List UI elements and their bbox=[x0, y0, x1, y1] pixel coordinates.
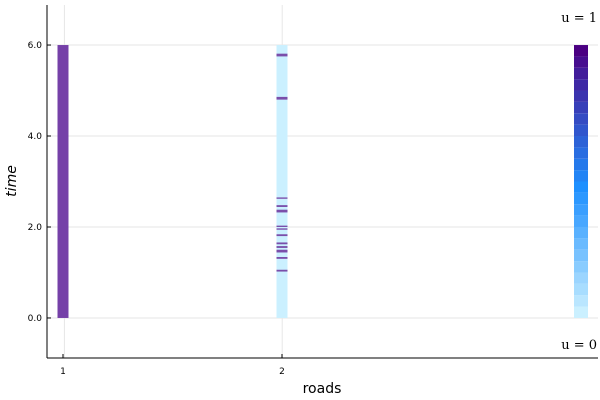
heatmap-cell-road-2 bbox=[276, 197, 288, 199]
heatmap-cell-road-3 bbox=[574, 147, 588, 159]
heatmap-cell-road-2 bbox=[276, 225, 288, 227]
y-tick-label: 2.0 bbox=[28, 223, 43, 233]
x-tick-label: 1 bbox=[60, 367, 66, 377]
grid bbox=[47, 5, 598, 358]
heatmap-cell-road-3 bbox=[574, 306, 588, 318]
heatmap-cell-road-3 bbox=[574, 113, 588, 125]
heatmap-cell-road-2 bbox=[276, 257, 288, 259]
heatmap-cell-road-2 bbox=[276, 53, 288, 57]
y-axis-label: time bbox=[4, 165, 20, 197]
heatmap-cell-road-3 bbox=[574, 226, 588, 239]
heatmap-cell-road-3 bbox=[574, 56, 588, 68]
heatmap-cell-road-3 bbox=[574, 238, 588, 250]
heatmap-cell-road-2 bbox=[276, 209, 288, 213]
heatmap-cell-road-3 bbox=[574, 79, 588, 91]
heatmap-cell-road-2 bbox=[276, 205, 288, 207]
heatmap-cell-road-3 bbox=[574, 272, 588, 284]
heatmap-cell-road-2 bbox=[276, 269, 288, 272]
x-axis-label: roads bbox=[303, 381, 342, 397]
y-tick-label: 4.0 bbox=[28, 132, 43, 142]
heatmap-cell-road-3 bbox=[574, 101, 588, 114]
y-tick-label: 0.0 bbox=[28, 314, 43, 324]
heatmap-cell-road-3 bbox=[574, 215, 588, 227]
heatmap-cell-road-3 bbox=[574, 158, 588, 171]
heatmap-cell-road-3 bbox=[574, 283, 588, 296]
heatmap-cell-road-3 bbox=[574, 170, 588, 182]
annotation-top: u = 1 bbox=[561, 11, 597, 26]
heatmap-cell-road-3 bbox=[574, 90, 588, 102]
axes bbox=[46, 5, 598, 359]
heatmap-cell-road-2 bbox=[276, 96, 288, 100]
heatmap-cell-road-2 bbox=[276, 249, 288, 253]
heatmap-cell-road-3 bbox=[574, 261, 588, 273]
heatmap-cell-road-3 bbox=[574, 249, 588, 262]
heatmap-cell-road-2 bbox=[276, 234, 288, 237]
heatmap-cell-road-2 bbox=[276, 45, 288, 318]
heatmap-cell-road-3 bbox=[574, 295, 588, 307]
heatmap-cell-road-3 bbox=[574, 136, 588, 148]
heatmap-cell-road-3 bbox=[574, 124, 588, 137]
heatmap-cell-road-3 bbox=[574, 45, 588, 57]
heatmap-cell-road-2 bbox=[276, 242, 288, 245]
heatmap-cell-road-1 bbox=[57, 45, 69, 318]
heatmap-cell-road-3 bbox=[574, 192, 588, 205]
heatmap-cell-road-2 bbox=[276, 228, 288, 230]
heatmap-cell-road-3 bbox=[574, 181, 588, 193]
heatmap-marks bbox=[57, 45, 588, 318]
y-tick-label: 6.0 bbox=[28, 41, 43, 51]
x-tick-label: 2 bbox=[279, 367, 285, 377]
y-ticks: 0.0 2.0 4.0 6.0 bbox=[28, 41, 51, 324]
annotation-bottom: u = 0 bbox=[561, 338, 597, 353]
heatmap-cell-road-3 bbox=[574, 204, 588, 216]
heatmap-cell-road-3 bbox=[574, 67, 588, 80]
heatmap-cell-road-2 bbox=[276, 246, 288, 248]
